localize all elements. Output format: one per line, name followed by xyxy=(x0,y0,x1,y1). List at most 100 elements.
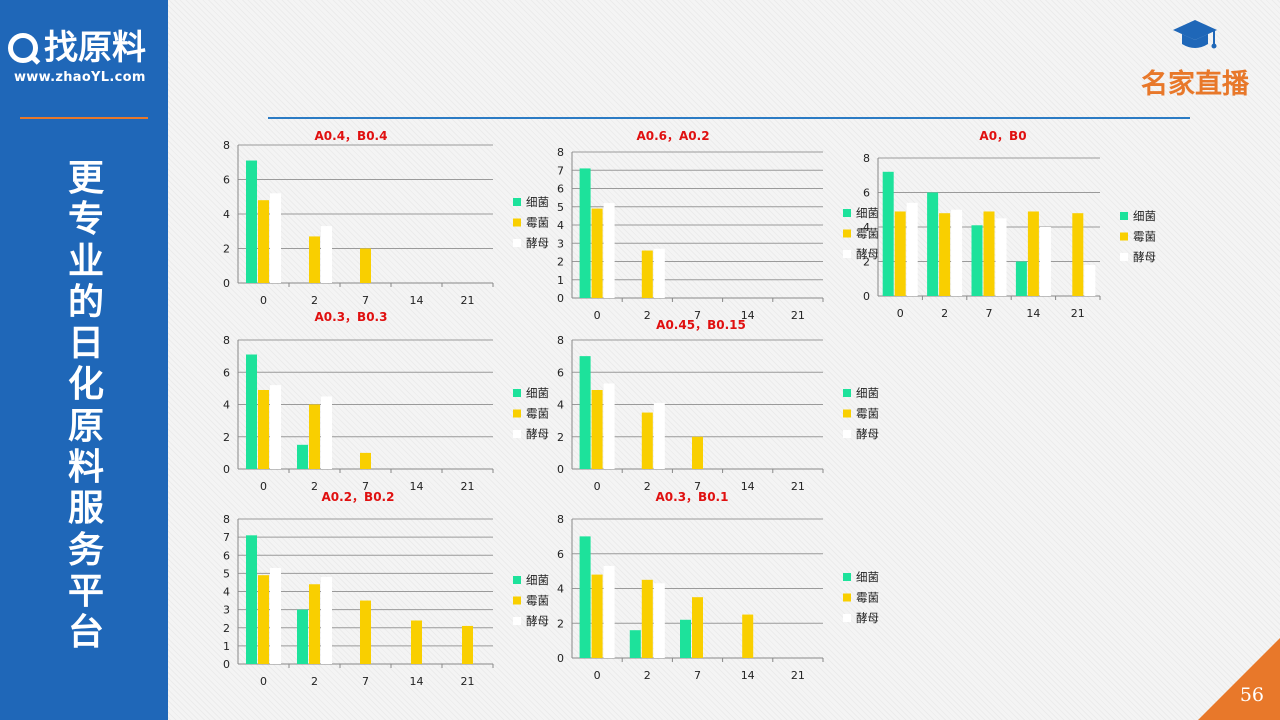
legend-label: 酵母 xyxy=(856,247,879,261)
x-tick-label: 0 xyxy=(594,669,601,682)
legend-swatch xyxy=(513,430,521,438)
legend-swatch xyxy=(513,198,521,206)
x-tick-label: 21 xyxy=(461,480,475,493)
bar-mold xyxy=(360,452,371,469)
chart-title: A0.3，B0.3 xyxy=(315,310,388,324)
chart-title: A0.45，B0.15 xyxy=(656,318,746,332)
bar-yeast xyxy=(603,383,615,469)
x-tick-label: 7 xyxy=(694,669,701,682)
x-tick-label: 2 xyxy=(644,669,651,682)
y-tick-label: 2 xyxy=(557,617,564,630)
bar-bacteria xyxy=(971,225,983,296)
y-tick-label: 0 xyxy=(223,463,230,476)
x-tick-label: 7 xyxy=(362,294,369,307)
bar-bacteria xyxy=(579,356,591,469)
legend-swatch xyxy=(843,409,851,418)
x-tick-label: 14 xyxy=(741,669,755,682)
x-tick-label: 14 xyxy=(741,309,755,322)
bar-mold xyxy=(742,614,754,658)
legend-label: 酵母 xyxy=(856,611,879,625)
page-number: 56 xyxy=(1239,684,1264,706)
legend-label: 细菌 xyxy=(1133,209,1156,223)
x-tick-label: 21 xyxy=(1071,307,1085,320)
legend-swatch xyxy=(513,389,521,397)
bar-yeast xyxy=(270,385,281,469)
brand-title: 名家直播 xyxy=(1141,69,1249,100)
sidebar-divider xyxy=(20,117,148,119)
bar-yeast xyxy=(1039,227,1051,296)
chart-title: A0，B0 xyxy=(979,129,1026,143)
bar-yeast xyxy=(321,226,332,283)
legend-label: 细菌 xyxy=(856,386,879,400)
y-tick-label: 4 xyxy=(223,208,230,221)
legend-swatch xyxy=(513,617,521,625)
legend-swatch xyxy=(843,430,851,438)
bar-yeast xyxy=(1084,264,1096,296)
bar-mold xyxy=(360,248,371,283)
legend-label: 细菌 xyxy=(526,195,549,209)
x-tick-label: 2 xyxy=(644,309,651,322)
bar-bacteria xyxy=(629,630,641,658)
x-tick-label: 2 xyxy=(941,307,948,320)
y-tick-label: 6 xyxy=(557,366,564,379)
bar-yeast xyxy=(270,193,281,283)
legend-swatch xyxy=(843,209,851,217)
x-tick-label: 14 xyxy=(1026,307,1040,320)
y-tick-label: 8 xyxy=(557,334,564,347)
bar-yeast xyxy=(653,583,665,658)
bar-yeast xyxy=(995,218,1007,296)
legend-swatch xyxy=(1120,253,1128,261)
legend-label: 霉菌 xyxy=(856,227,879,241)
legend-label: 细菌 xyxy=(526,386,549,400)
bar-bacteria xyxy=(680,619,691,658)
bar-mold xyxy=(591,208,603,298)
y-tick-label: 4 xyxy=(557,399,564,412)
bar-mold xyxy=(591,389,603,469)
y-tick-label: 6 xyxy=(223,549,230,562)
sidebar-tagline: 更专业的日化原料服务平台 xyxy=(67,158,104,654)
bar-mold xyxy=(411,620,422,664)
logo-url: www.zhaoYL.com xyxy=(14,70,146,85)
logo-mark: 找原料 xyxy=(8,26,146,70)
bar-mold xyxy=(641,579,653,658)
bar-bacteria xyxy=(927,192,939,296)
y-tick-label: 2 xyxy=(557,431,564,444)
legend-swatch xyxy=(843,389,851,397)
legend-label: 细菌 xyxy=(526,573,549,587)
x-tick-label: 7 xyxy=(362,675,369,688)
bar-bacteria xyxy=(579,168,591,298)
bar-mold xyxy=(1072,213,1084,296)
y-tick-label: 2 xyxy=(223,622,230,635)
header-rule xyxy=(268,117,1190,119)
legend-swatch xyxy=(843,573,851,581)
bar-mold xyxy=(591,574,603,658)
magnifier-icon xyxy=(8,33,38,63)
bar-mold xyxy=(692,597,703,658)
x-tick-label: 7 xyxy=(986,307,993,320)
sidebar: 找原料 www.zhaoYL.com 更专业的日化原料服务平台 xyxy=(0,0,168,720)
bar-mold xyxy=(309,236,320,283)
x-tick-label: 2 xyxy=(644,480,651,493)
legend-label: 霉菌 xyxy=(856,591,879,605)
x-tick-label: 14 xyxy=(410,294,424,307)
bar-yeast xyxy=(951,209,963,296)
y-tick-label: 8 xyxy=(557,513,564,526)
site-logo[interactable]: 找原料 www.zhaoYL.com xyxy=(8,26,168,96)
y-tick-label: 0 xyxy=(223,277,230,290)
y-tick-label: 7 xyxy=(223,531,230,544)
bar-mold xyxy=(258,575,269,664)
bar-mold xyxy=(309,404,320,469)
bar-bacteria xyxy=(246,160,257,283)
legend-label: 霉菌 xyxy=(526,407,549,421)
y-tick-label: 0 xyxy=(557,463,564,476)
bar-yeast xyxy=(321,577,332,664)
bar-mold xyxy=(309,584,320,664)
legend-swatch xyxy=(513,596,521,605)
bar-mold xyxy=(894,211,906,296)
